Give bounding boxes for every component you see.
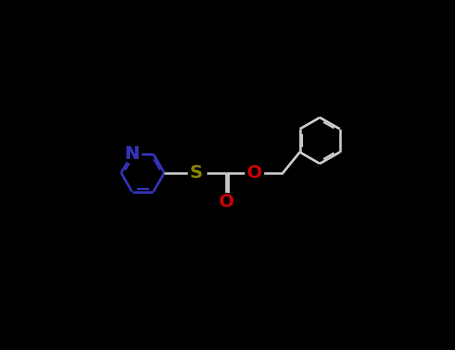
Text: O: O	[218, 193, 233, 211]
Text: S: S	[190, 164, 203, 182]
Text: O: O	[246, 164, 261, 182]
Text: N: N	[124, 145, 139, 163]
Text: N: N	[124, 145, 139, 163]
